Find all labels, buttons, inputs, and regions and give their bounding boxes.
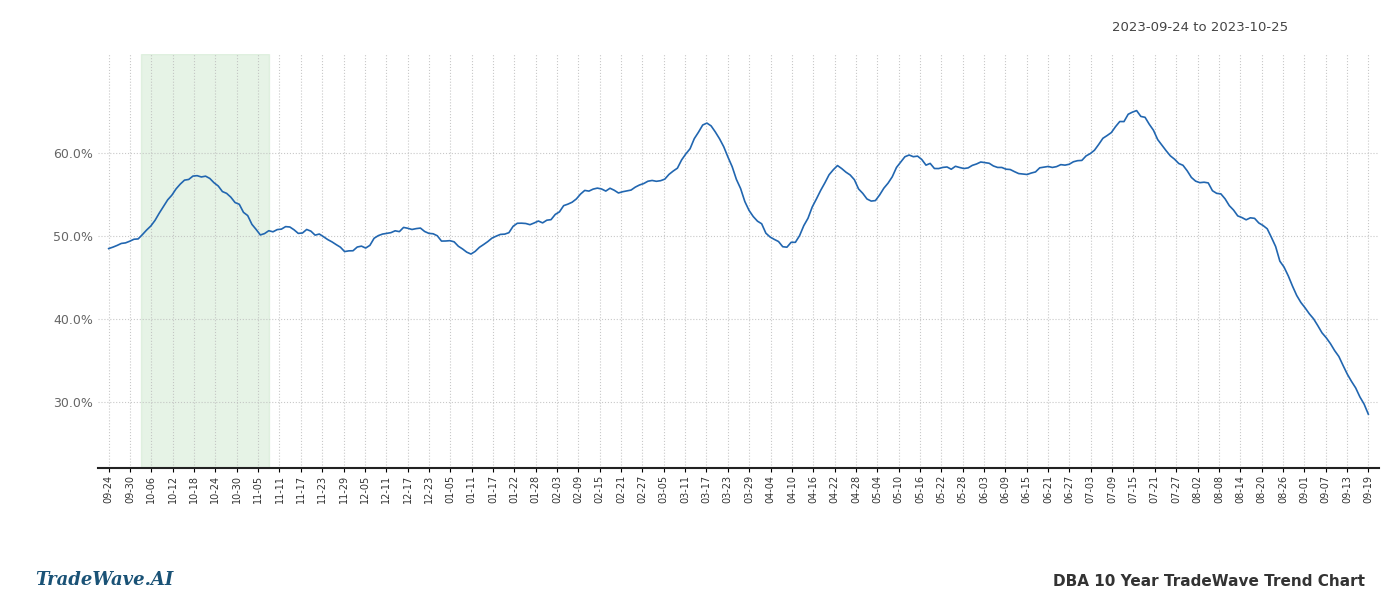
Text: DBA 10 Year TradeWave Trend Chart: DBA 10 Year TradeWave Trend Chart xyxy=(1053,574,1365,589)
Bar xyxy=(140,54,269,468)
Text: 2023-09-24 to 2023-10-25: 2023-09-24 to 2023-10-25 xyxy=(1112,21,1288,34)
Text: TradeWave.AI: TradeWave.AI xyxy=(35,571,174,589)
